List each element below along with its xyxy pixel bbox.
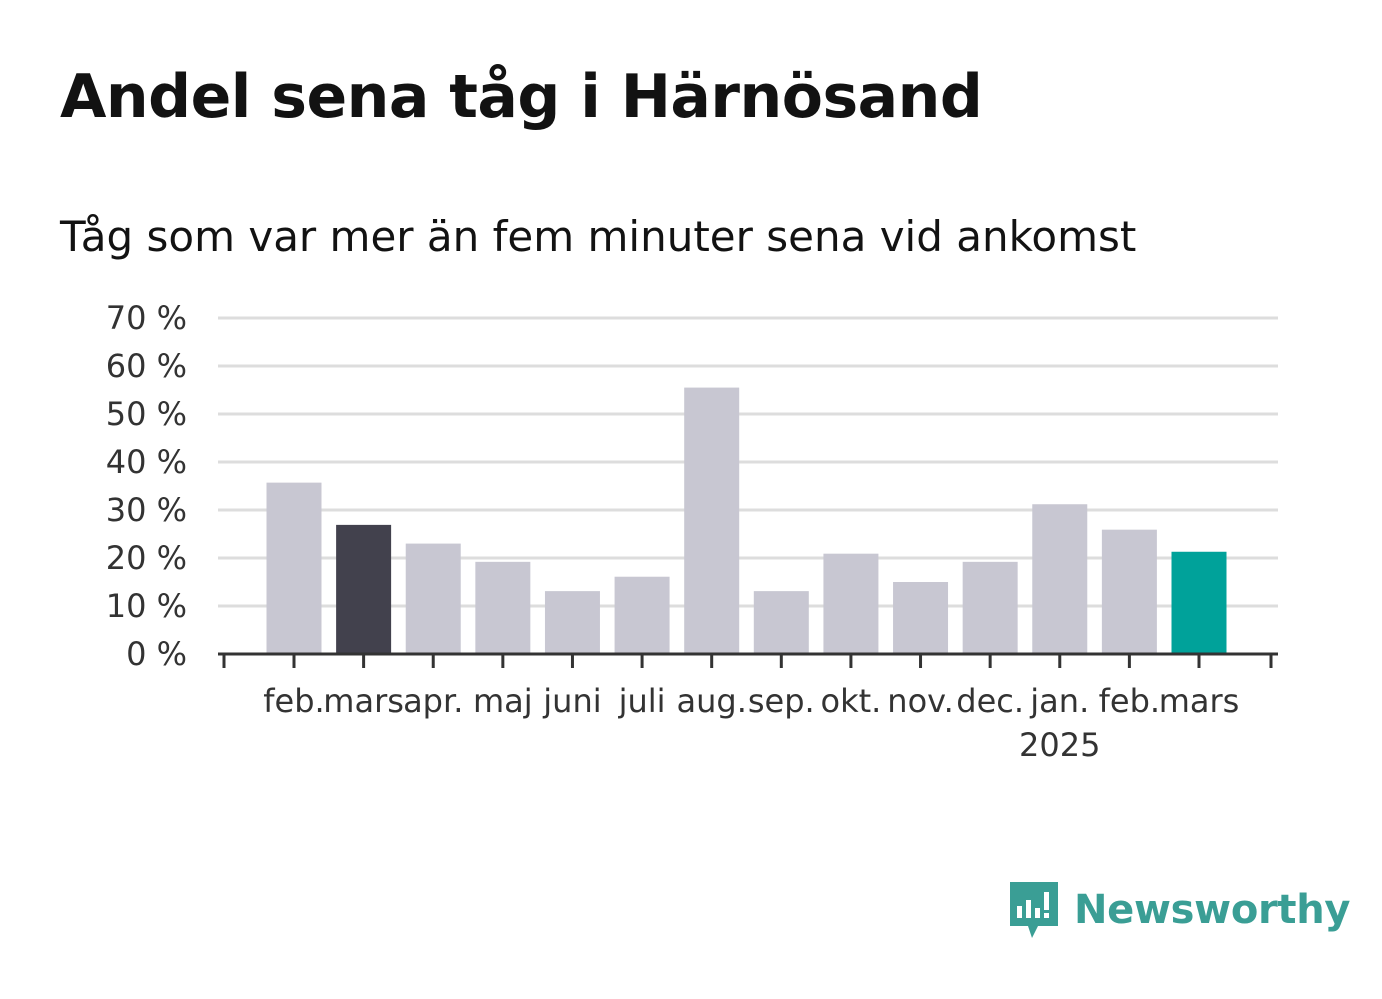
x-tick-label: juli <box>618 682 666 720</box>
x-tick-label: dec. <box>956 682 1024 720</box>
bar-10 <box>962 561 1018 654</box>
bar-3 <box>475 561 531 654</box>
bars <box>266 387 1227 654</box>
y-tick-label: 60 % <box>106 347 187 385</box>
bar-2 <box>405 543 461 654</box>
y-axis-tick-labels: 0 % 10 % 20 % 30 % 40 % 50 % 60 % 70 % <box>106 299 187 673</box>
x-tick-label: okt. <box>821 682 882 720</box>
bar-5 <box>614 576 670 654</box>
x-tick-label: sep. <box>748 682 815 720</box>
bar-12 <box>1101 529 1157 654</box>
x-axis <box>218 652 1278 668</box>
bar-7 <box>753 591 809 654</box>
bar-13 <box>1171 551 1227 654</box>
bar-8 <box>823 553 879 654</box>
y-tick-label: 20 % <box>106 539 187 577</box>
y-tick-label: 0 % <box>126 635 187 673</box>
x-tick-label: feb. <box>1099 682 1160 720</box>
x-tick-label: juni <box>542 682 601 720</box>
bar-chart: 0 %10 %20 %30 %40 %50 %60 %70 % feb.mars… <box>106 299 1278 764</box>
bar-9 <box>893 582 949 654</box>
logo-text: Newsworthy <box>1074 887 1351 933</box>
x-tick-label: mars <box>1159 682 1240 720</box>
bar-0 <box>266 482 322 654</box>
y-tick-label: 30 % <box>106 491 187 529</box>
x-tick-sublabel: 2025 <box>1019 726 1100 764</box>
x-tick-label: nov. <box>887 682 953 720</box>
chart-subtitle: Tåg som var mer än fem minuter sena vid … <box>60 212 1137 261</box>
x-tick-label: mars <box>323 682 404 720</box>
chart-title: Andel sena tåg i Härnösand <box>60 62 983 132</box>
bar-4 <box>544 591 600 654</box>
y-tick-label: 10 % <box>106 587 187 625</box>
y-tick-label: 70 % <box>106 299 187 337</box>
newsworthy-logo: Newsworthy <box>1008 878 1351 942</box>
bar-11 <box>1032 504 1088 654</box>
bar-1 <box>336 524 392 654</box>
x-tick-label: apr. <box>403 682 463 720</box>
x-tick-label: feb. <box>263 682 324 720</box>
grid-lines <box>218 316 1278 608</box>
x-axis-tick-labels: feb.mars apr. maj juni juli aug. sep. okt. nov. d… <box>263 682 1239 764</box>
x-tick-label: aug. <box>677 682 747 720</box>
x-tick-label: maj <box>473 682 533 720</box>
x-tick-label: jan. <box>1029 682 1089 720</box>
y-tick-label: 50 % <box>106 395 187 433</box>
newsworthy-chart-bubble-icon <box>1010 882 1058 938</box>
bar-6 <box>684 387 740 654</box>
y-tick-label: 40 % <box>106 443 187 481</box>
